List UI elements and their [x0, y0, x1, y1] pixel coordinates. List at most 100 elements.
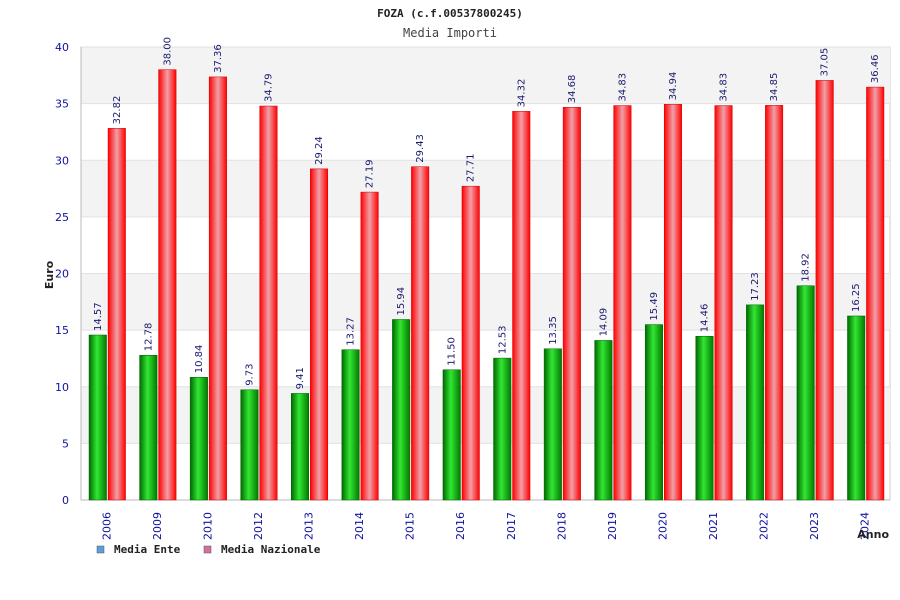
x-tick-label: 2017: [505, 512, 518, 540]
bar-media-nazionale: [360, 191, 379, 501]
bar-media-nazionale: [461, 185, 480, 501]
bar-media-ente: [291, 393, 310, 501]
x-tick-label: 2010: [201, 512, 214, 540]
data-label-media-nazionale: 27.19: [365, 159, 376, 188]
y-tick-label: 25: [55, 211, 69, 224]
legend-label-media-nazionale: Media Nazionale: [221, 543, 321, 556]
bar-media-ente: [594, 340, 613, 501]
data-label-media-nazionale: 38.00: [162, 37, 173, 66]
bar-media-nazionale: [259, 105, 278, 501]
x-tick-label: 2024: [859, 512, 872, 540]
x-tick-label: 2012: [252, 512, 265, 540]
bar-media-ente: [88, 334, 107, 501]
x-tick-label: 2021: [707, 512, 720, 540]
x-tick-label: 2016: [454, 512, 467, 540]
bar-media-ente: [442, 369, 461, 501]
x-tick-label: 2015: [404, 512, 417, 540]
bar-media-nazionale: [815, 80, 834, 501]
data-label-media-nazionale: 36.46: [870, 54, 881, 83]
legend-label-media-ente: Media Ente: [114, 543, 181, 556]
bar-media-ente: [543, 348, 562, 501]
data-label-media-ente: 12.53: [497, 325, 508, 354]
y-tick-label: 15: [55, 324, 69, 337]
bar-media-nazionale: [562, 106, 581, 501]
data-label-media-ente: 14.57: [93, 302, 104, 331]
bar-media-ente: [796, 285, 815, 501]
data-label-media-ente: 14.46: [700, 304, 711, 333]
chart-subtitle: Media Importi: [403, 26, 497, 40]
data-label-media-nazionale: 37.36: [213, 44, 224, 73]
bar-media-ente: [695, 335, 714, 501]
bar-media-ente: [392, 319, 411, 501]
data-label-media-nazionale: 34.79: [263, 73, 274, 102]
y-tick-label: 30: [55, 154, 69, 167]
bar-media-nazionale: [310, 168, 329, 501]
data-label-media-nazionale: 29.24: [314, 136, 325, 165]
y-axis-label: Euro: [43, 260, 56, 289]
y-tick-label: 0: [62, 494, 69, 507]
data-label-media-ente: 14.09: [598, 308, 609, 337]
x-tick-label: 2019: [606, 512, 619, 540]
bar-media-nazionale: [208, 76, 227, 501]
data-label-media-nazionale: 32.82: [112, 96, 123, 125]
data-label-media-ente: 16.25: [851, 283, 862, 312]
bar-media-nazionale: [663, 104, 682, 501]
x-tick-label: 2022: [758, 512, 771, 540]
data-label-media-ente: 9.41: [295, 367, 306, 389]
bar-media-nazionale: [765, 105, 784, 501]
bar-media-ente: [644, 324, 663, 501]
bar-media-ente: [189, 376, 208, 501]
x-tick-label: 2020: [656, 512, 669, 540]
data-label-media-ente: 9.73: [244, 364, 255, 386]
x-tick-label: 2013: [303, 512, 316, 540]
bar-media-ente: [240, 389, 259, 501]
y-tick-label: 35: [55, 98, 69, 111]
data-label-media-nazionale: 34.83: [617, 73, 628, 102]
data-label-media-ente: 13.27: [346, 317, 357, 346]
data-label-media-ente: 10.84: [194, 345, 205, 374]
bars: [88, 69, 885, 501]
bar-media-ente: [746, 304, 765, 501]
data-label-media-nazionale: 34.32: [516, 79, 527, 108]
x-axis-ticks: 2006 2009 2010 2012 2013 2014 2015 2016 2017 2018…: [100, 512, 871, 540]
bar-media-nazionale: [512, 111, 531, 501]
x-tick-label: 2006: [100, 512, 113, 540]
legend: Media Ente Media Nazionale: [96, 543, 321, 556]
data-label-media-nazionale: 27.71: [466, 154, 477, 183]
x-tick-label: 2009: [151, 512, 164, 540]
y-tick-label: 10: [55, 381, 69, 394]
y-tick-label: 40: [55, 41, 69, 54]
bar-media-ente: [139, 355, 158, 501]
bar-media-nazionale: [107, 128, 126, 501]
x-tick-label: 2018: [555, 512, 568, 540]
data-label-media-ente: 15.94: [396, 287, 407, 316]
data-labels: 14.57 32.82 12.78 38.00 10.84 37.36 9.73 34.79 9…: [93, 37, 881, 389]
chart-title: FOZA (c.f.00537800245): [377, 7, 523, 20]
bar-media-nazionale: [158, 69, 177, 501]
data-label-media-nazionale: 34.83: [719, 73, 730, 102]
x-tick-label: 2014: [353, 512, 366, 540]
data-label-media-nazionale: 37.05: [820, 48, 831, 77]
data-label-media-ente: 13.35: [548, 316, 559, 345]
data-label-media-ente: 17.23: [750, 272, 761, 301]
legend-swatch-media-nazionale: [203, 545, 212, 554]
y-axis-ticks: 0 5 10 15 20 25 30 35 40: [55, 41, 69, 507]
bar-media-ente: [341, 349, 360, 501]
legend-swatch-media-ente: [96, 545, 105, 554]
data-label-media-nazionale: 34.85: [769, 73, 780, 102]
data-label-media-ente: 18.92: [801, 253, 812, 282]
bar-media-nazionale: [714, 105, 733, 501]
data-label-media-ente: 12.78: [143, 323, 154, 352]
y-tick-label: 5: [62, 437, 69, 450]
data-label-media-ente: 15.49: [649, 292, 660, 321]
bar-media-nazionale: [613, 105, 632, 501]
data-label-media-nazionale: 34.68: [567, 75, 578, 104]
data-label-media-nazionale: 29.43: [415, 134, 426, 163]
data-label-media-nazionale: 34.94: [668, 72, 679, 101]
bar-media-nazionale: [411, 166, 430, 501]
bar-media-ente: [493, 357, 512, 501]
x-axis-label: Anno: [857, 528, 889, 541]
y-tick-label: 20: [55, 268, 69, 281]
bar-media-nazionale: [866, 86, 885, 501]
